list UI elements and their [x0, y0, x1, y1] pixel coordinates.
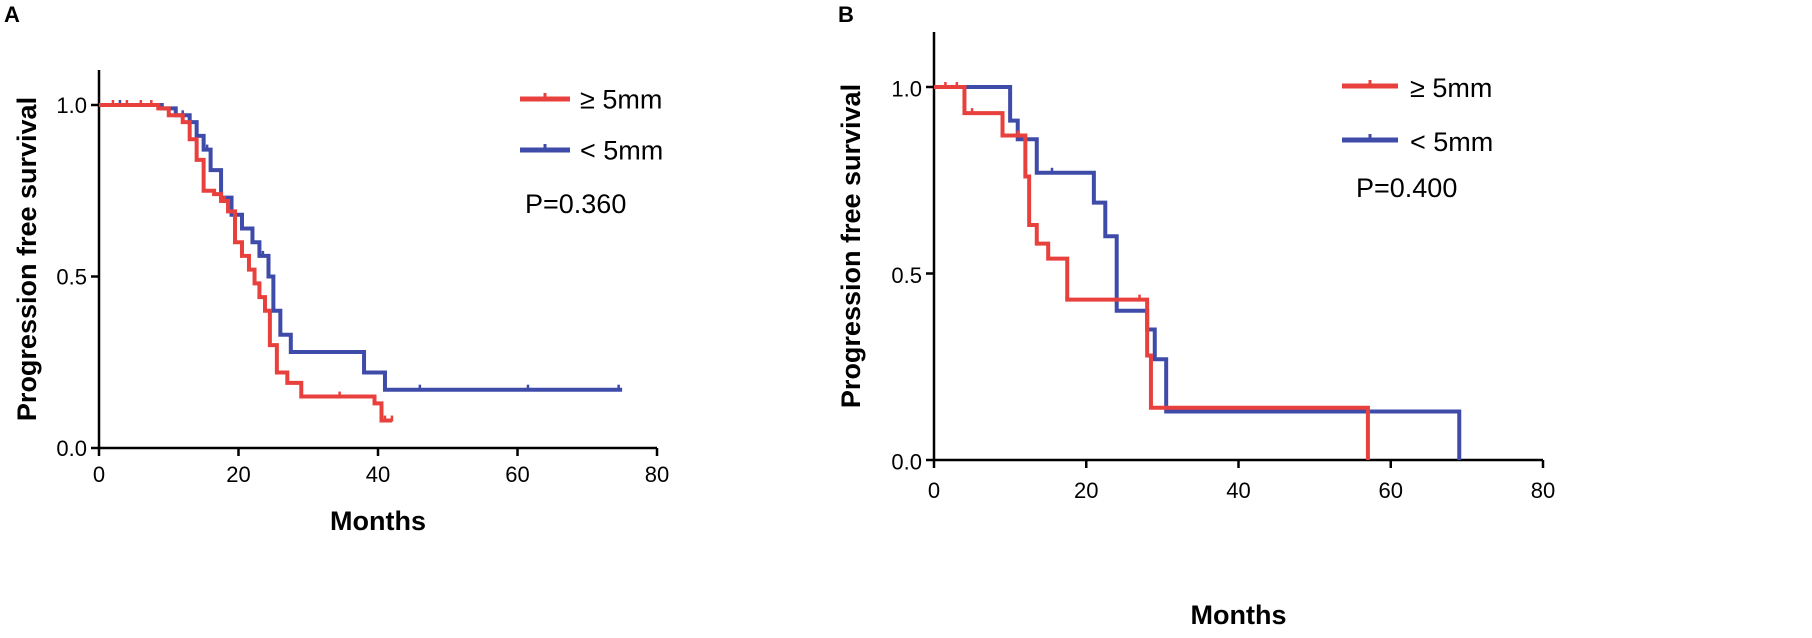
panel-b-legend: ≥ 5mm < 5mm [1342, 73, 1493, 157]
panel-b-letter: B [838, 2, 854, 27]
panel-b-legend-label-lt5mm: < 5mm [1410, 127, 1493, 157]
panel-a-y-tick-label: 0.0 [56, 436, 87, 461]
panel-b-legend-label-ge5mm: ≥ 5mm [1410, 73, 1492, 103]
panel-a-y-axis-label: Progression free survival [12, 97, 42, 421]
panel-a-y-tick-label: 1.0 [56, 93, 87, 118]
panel-a-y-tick-label: 0.5 [56, 264, 87, 289]
panel-b-series-ge5mm-line [934, 85, 1370, 460]
panel-a-x-tick-label: 60 [505, 462, 529, 487]
panel-a-x-axis-label: Months [330, 506, 426, 536]
panel-a-legend-label-ge5mm: ≥ 5mm [580, 85, 662, 115]
panel-a-series-ge5mm-line [99, 103, 392, 423]
panel-b-curves [934, 82, 1462, 460]
panel-b-series-lt5mm-line [934, 85, 1462, 460]
panel-b: B 0 20 40 60 80 0.0 0.5 1.0 Months Progression fr… [836, 2, 1555, 630]
panel-a-legend-label-lt5mm: < 5mm [580, 136, 663, 166]
panel-b-x-tick-label: 20 [1074, 478, 1098, 503]
panel-a-p-value: P=0.360 [525, 189, 626, 219]
panel-b-y-axis-label: Progression free survival [836, 84, 866, 408]
panel-a-x-tick-label: 40 [366, 462, 390, 487]
panel-a-curves [99, 100, 623, 423]
panel-b-y-tick-label: 0.5 [891, 263, 922, 288]
panel-b-x-tick-label: 0 [928, 478, 940, 503]
panel-b-axes: 0 20 40 60 80 0.0 0.5 1.0 Months Progression free… [836, 32, 1555, 630]
panel-b-x-tick-label: 60 [1379, 478, 1403, 503]
panel-b-p-value: P=0.400 [1356, 173, 1457, 203]
panel-b-y-tick-label: 0.0 [891, 449, 922, 474]
panel-a-x-tick-label: 0 [93, 462, 105, 487]
panel-b-y-tick-label: 1.0 [891, 76, 922, 101]
panel-b-x-tick-label: 80 [1531, 478, 1555, 503]
panel-a-legend: ≥ 5mm < 5mm [520, 85, 663, 166]
panel-b-x-axis-label: Months [1191, 600, 1287, 630]
panel-b-x-tick-label: 40 [1226, 478, 1250, 503]
panel-a: A 0 20 40 60 80 0.0 0.5 1.0 Months Progression fr… [4, 2, 669, 536]
panel-a-letter: A [4, 2, 20, 27]
panel-a-x-tick-label: 80 [645, 462, 669, 487]
panel-a-x-tick-label: 20 [226, 462, 250, 487]
panel-a-axes: 0 20 40 60 80 0.0 0.5 1.0 Months Progression free… [12, 70, 669, 536]
